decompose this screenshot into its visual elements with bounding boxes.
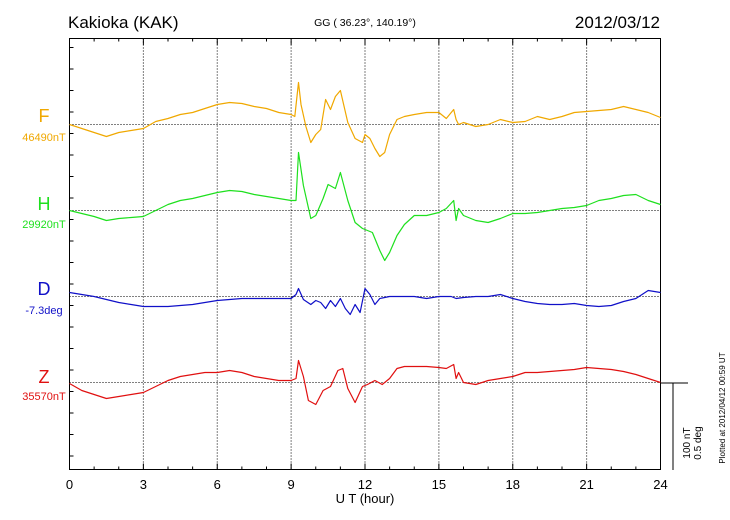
baseline-label-D: -7.3deg: [25, 305, 62, 317]
x-tick-label: 6: [214, 477, 221, 492]
x-tick-label: 3: [140, 477, 147, 492]
x-tick-label: 12: [358, 477, 372, 492]
chart-date: 2012/03/12: [575, 13, 660, 32]
series-name-H: H: [38, 194, 51, 214]
baseline-label-H: 29920nT: [22, 219, 66, 231]
series-line-D: [69, 287, 661, 316]
x-tick-label: 24: [653, 477, 667, 492]
grid-lines: [69, 38, 661, 470]
axis-ticks: [69, 38, 661, 470]
x-tick-label: 0: [66, 477, 73, 492]
x-axis-label: U T (hour): [336, 491, 395, 506]
scale-nt-label: 100 nT: [682, 427, 693, 458]
series-name-F: F: [39, 106, 50, 126]
x-tick-label: 21: [579, 477, 593, 492]
plotted-at-note: Plotted at 2012/04/12 00:59 UT: [718, 352, 727, 463]
series-name-D: D: [38, 279, 51, 299]
scale-deg-label: 0.5 deg: [693, 426, 704, 459]
baseline-label-Z: 35570nT: [22, 391, 66, 403]
series-line-H: [69, 151, 661, 262]
series-line-Z: [69, 359, 661, 406]
series-layer: [69, 81, 661, 406]
series-line-F: [69, 81, 661, 158]
station-coords: GG ( 36.23°, 140.19°): [314, 17, 416, 29]
labels-layer: 0 3 6 9 12 15 18 21 24 F 46490nT H 29920nT D -7.3deg Z 3…: [22, 106, 667, 492]
x-tick-label: 18: [506, 477, 520, 492]
series-name-Z: Z: [39, 367, 50, 387]
baseline-label-F: 46490nT: [22, 132, 66, 144]
x-tick-label: 9: [288, 477, 295, 492]
station-title: Kakioka (KAK): [68, 13, 179, 32]
x-tick-label: 15: [432, 477, 446, 492]
